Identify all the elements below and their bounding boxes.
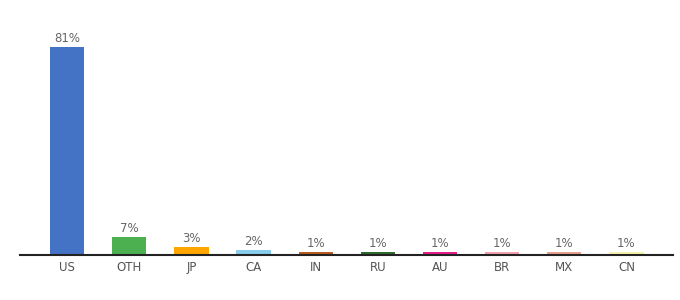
Text: 81%: 81% [54,32,80,45]
Bar [112,237,146,255]
Text: 1%: 1% [430,237,449,250]
Bar [237,250,271,255]
Text: 1%: 1% [493,237,511,250]
Text: 7%: 7% [120,222,139,235]
Bar [361,252,395,255]
Bar [423,252,457,255]
Text: 3%: 3% [182,232,201,245]
Text: 1%: 1% [555,237,574,250]
Text: 1%: 1% [369,237,387,250]
Text: 1%: 1% [307,237,325,250]
Text: 2%: 2% [244,235,263,248]
Bar [174,247,209,255]
Bar [50,47,84,255]
Bar [299,252,333,255]
Text: 1%: 1% [617,237,636,250]
Bar [485,252,520,255]
Bar [547,252,581,255]
Bar [609,252,643,255]
